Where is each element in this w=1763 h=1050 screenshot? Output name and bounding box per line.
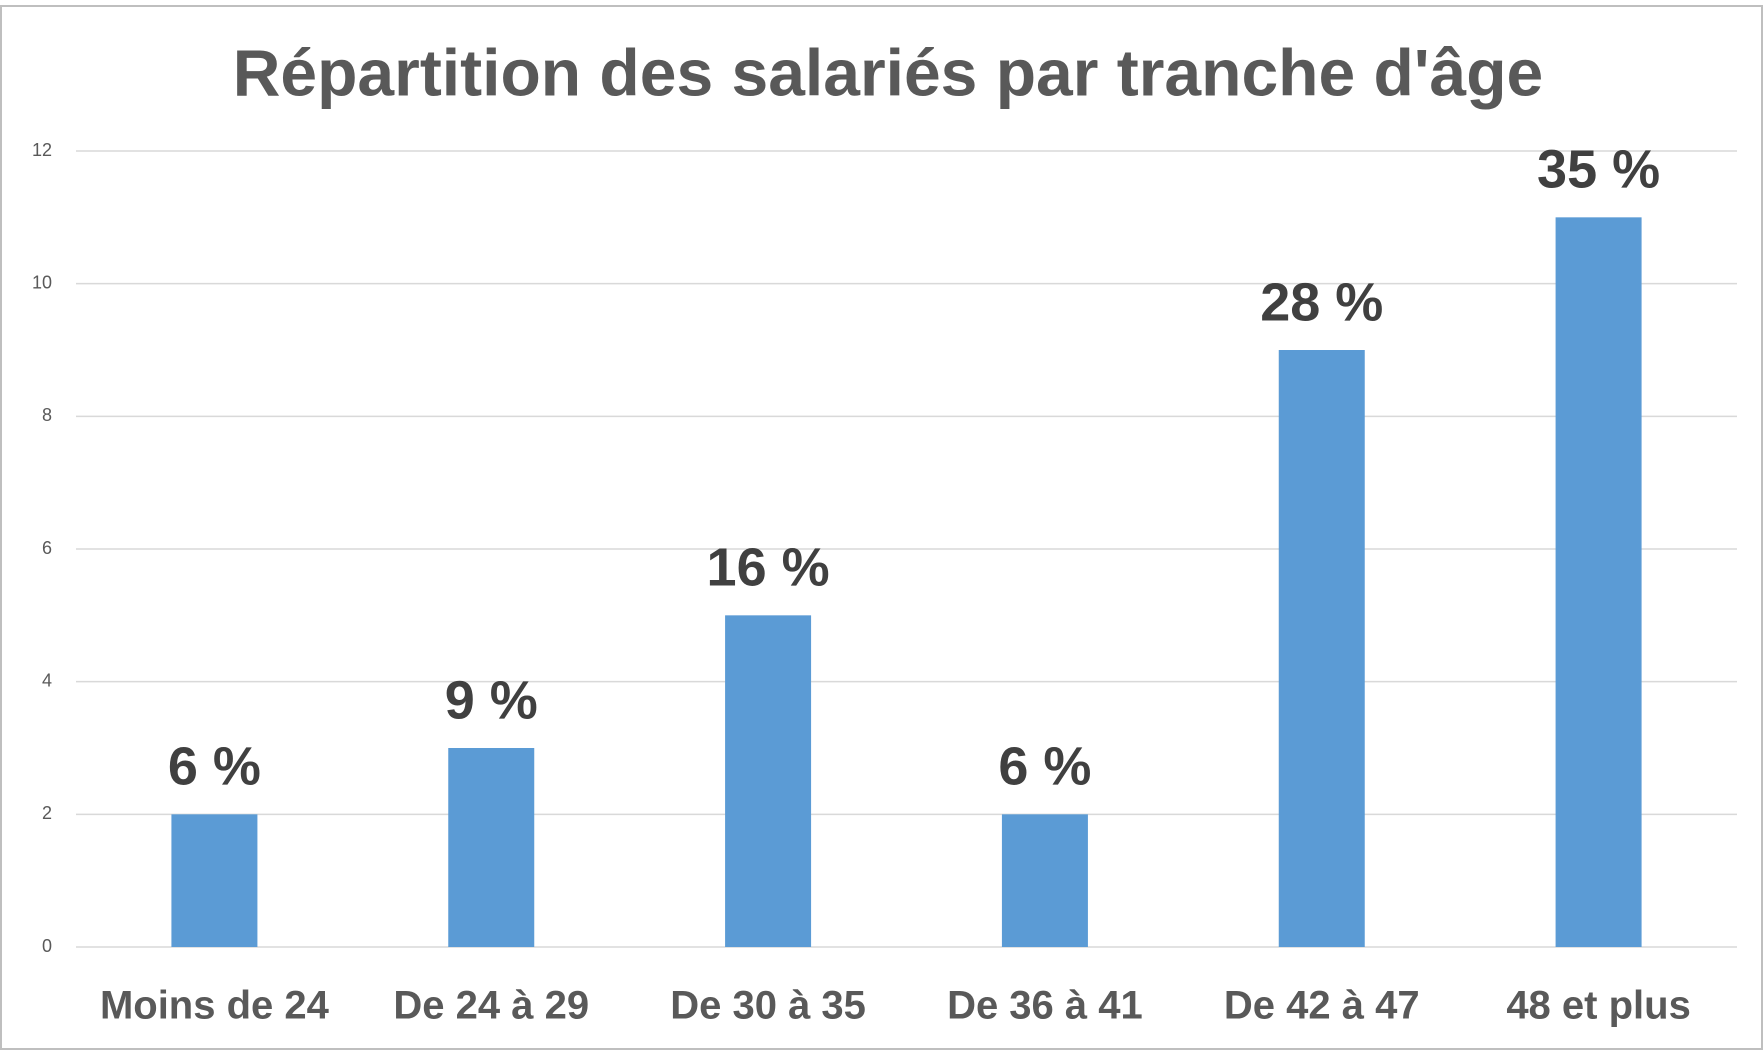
- bar: [1001, 814, 1088, 947]
- y-tick-label: 6: [42, 538, 52, 558]
- y-tick-label: 8: [42, 405, 52, 425]
- y-tick-label: 0: [42, 936, 52, 956]
- data-label: 6 %: [998, 737, 1091, 797]
- bar: [1278, 350, 1365, 947]
- y-tick-label: 2: [42, 803, 52, 823]
- y-tick-label: 10: [32, 272, 52, 292]
- data-label: 6 %: [168, 737, 261, 797]
- bar: [725, 615, 812, 947]
- bar: [171, 814, 258, 947]
- bar: [448, 748, 535, 947]
- chart-border: [0, 5, 1763, 1050]
- x-tick-label: De 42 à 47: [1224, 984, 1420, 1028]
- x-tick-label: Moins de 24: [100, 984, 330, 1028]
- bar: [1555, 217, 1642, 948]
- y-tick-label: 4: [42, 670, 52, 690]
- x-tick-label: De 36 à 41: [947, 984, 1143, 1028]
- chart-title: Répartition des salariés par tranche d'â…: [233, 35, 1544, 109]
- x-tick-label: 48 et plus: [1506, 984, 1691, 1028]
- data-label: 16 %: [707, 538, 830, 598]
- data-label: 9 %: [445, 670, 538, 730]
- y-tick-label: 12: [32, 140, 52, 160]
- x-tick-label: De 24 à 29: [393, 984, 589, 1028]
- data-label: 28 %: [1260, 272, 1383, 332]
- data-label: 35 %: [1537, 140, 1660, 200]
- x-tick-label: De 30 à 35: [670, 984, 866, 1028]
